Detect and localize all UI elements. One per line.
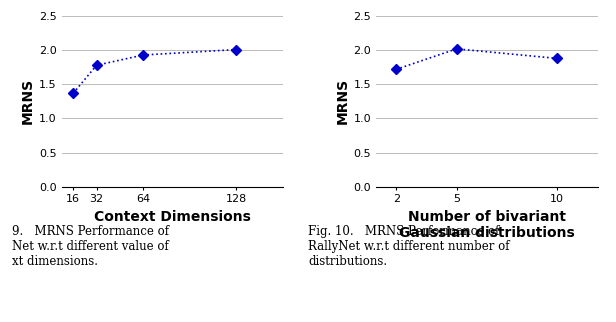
Y-axis label: MRNS: MRNS <box>335 78 349 125</box>
Text: 9.   MRNS Performance of
Net w.r.t different value of
xt dimensions.: 9. MRNS Performance of Net w.r.t differe… <box>12 225 169 269</box>
X-axis label: Context Dimensions: Context Dimensions <box>94 210 251 224</box>
Text: Fig. 10.   MRNS Performance of
RallyNet w.r.t different number of
distributions.: Fig. 10. MRNS Performance of RallyNet w.… <box>308 225 509 269</box>
Y-axis label: MRNS: MRNS <box>21 78 35 125</box>
X-axis label: Number of bivariant
Gaussian distributions: Number of bivariant Gaussian distributio… <box>399 210 575 240</box>
